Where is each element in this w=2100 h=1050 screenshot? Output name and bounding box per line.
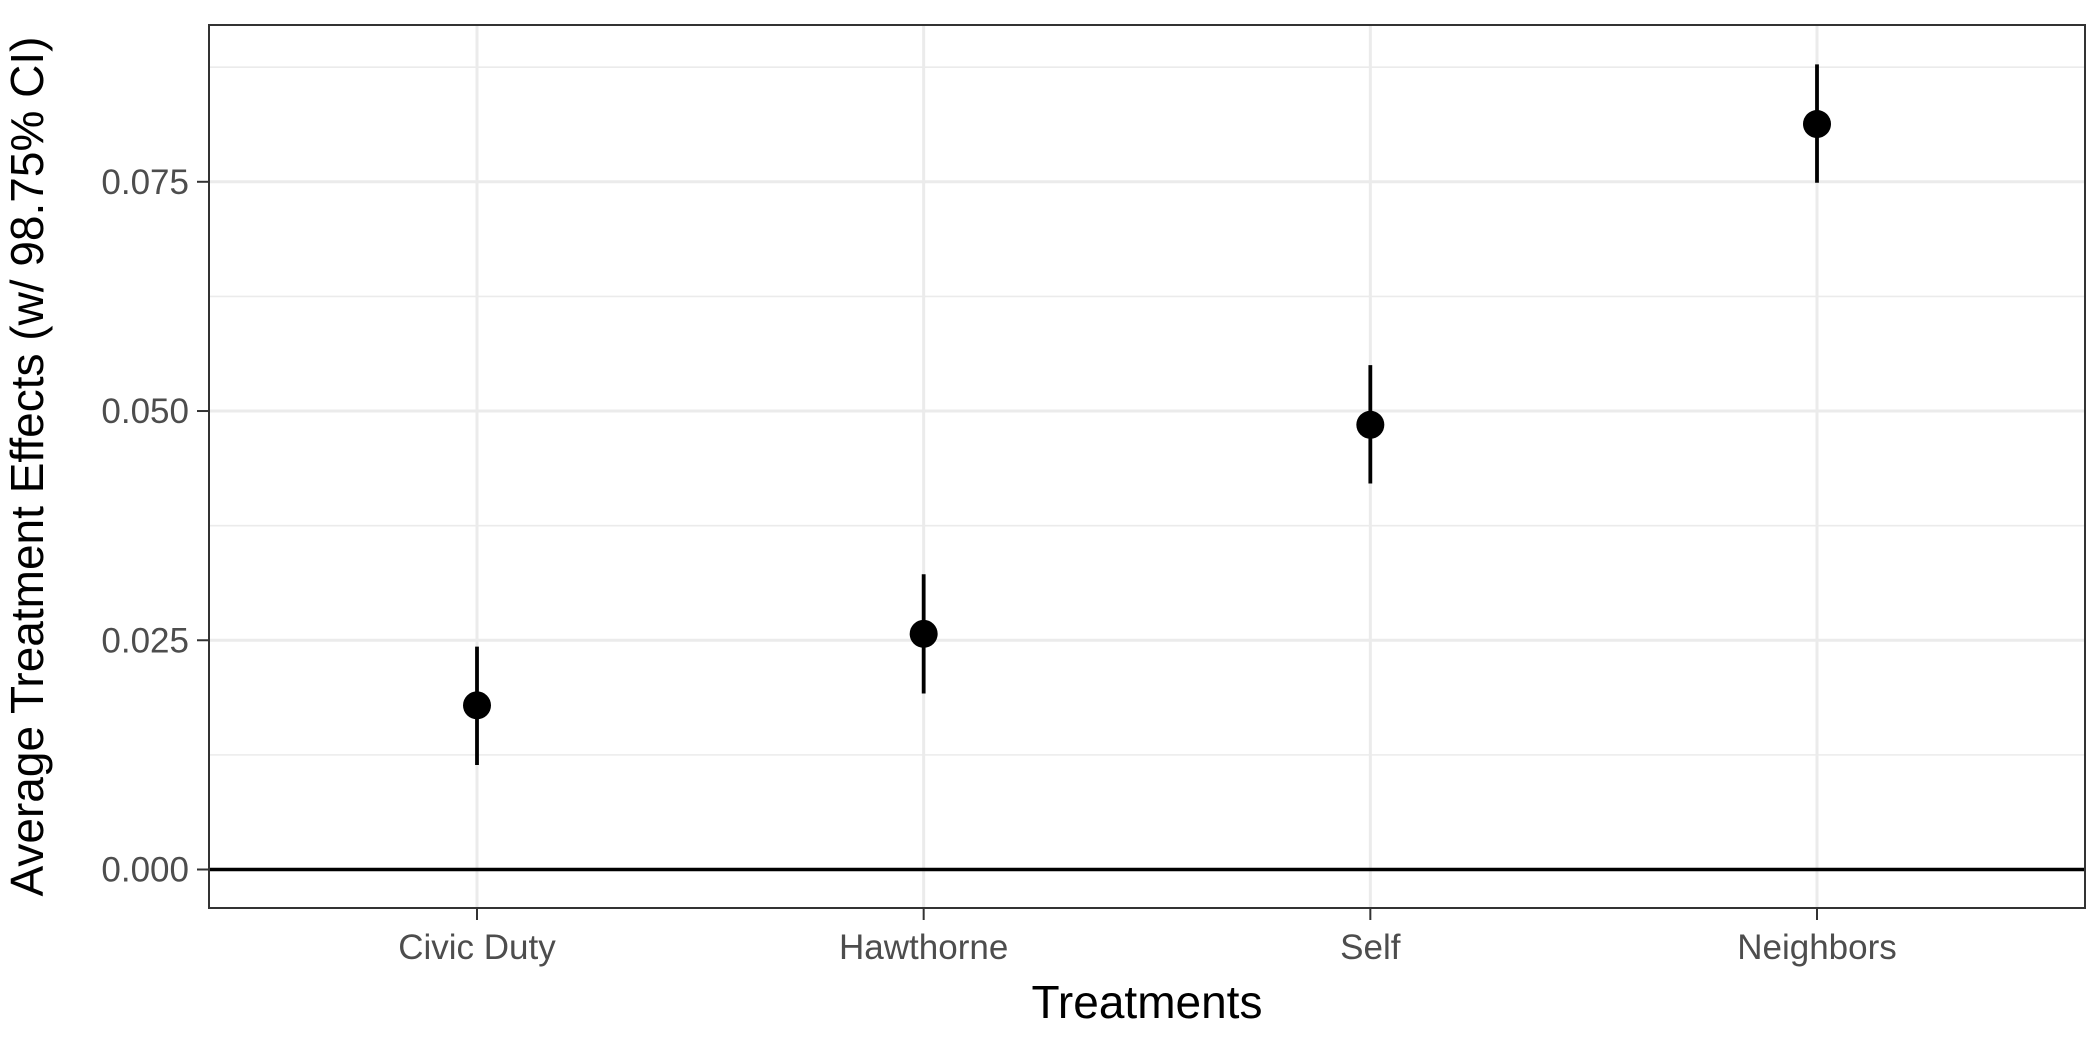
y-tick-label: 0.050 [101, 392, 189, 431]
panel-border [208, 24, 2086, 909]
point-estimate [909, 619, 938, 648]
y-tick-label: 0.075 [101, 163, 189, 202]
y-tick-label: 0.000 [101, 850, 189, 889]
x-tick-label: Self [1340, 928, 1401, 967]
x-tick-label: Hawthorne [839, 928, 1008, 967]
y-axis-title: Average Treatment Effects (w/ 98.75% CI) [1, 37, 53, 897]
point-estimate [1803, 110, 1831, 139]
x-axis: Civic Duty Hawthorne Self Neighbors [398, 908, 1897, 967]
minor-gridlines [209, 66, 2085, 756]
y-axis: 0.000 0.025 0.050 0.075 [101, 163, 209, 889]
x-axis-title: Treatments [1032, 976, 1263, 1028]
y-tick-label: 0.025 [101, 621, 189, 660]
point-estimates [463, 110, 1831, 720]
x-tick-label: Civic Duty [398, 928, 556, 967]
plot-panel [209, 25, 2085, 908]
x-tick-label: Neighbors [1737, 928, 1897, 967]
point-estimate [1356, 410, 1385, 439]
point-estimate [463, 691, 491, 720]
